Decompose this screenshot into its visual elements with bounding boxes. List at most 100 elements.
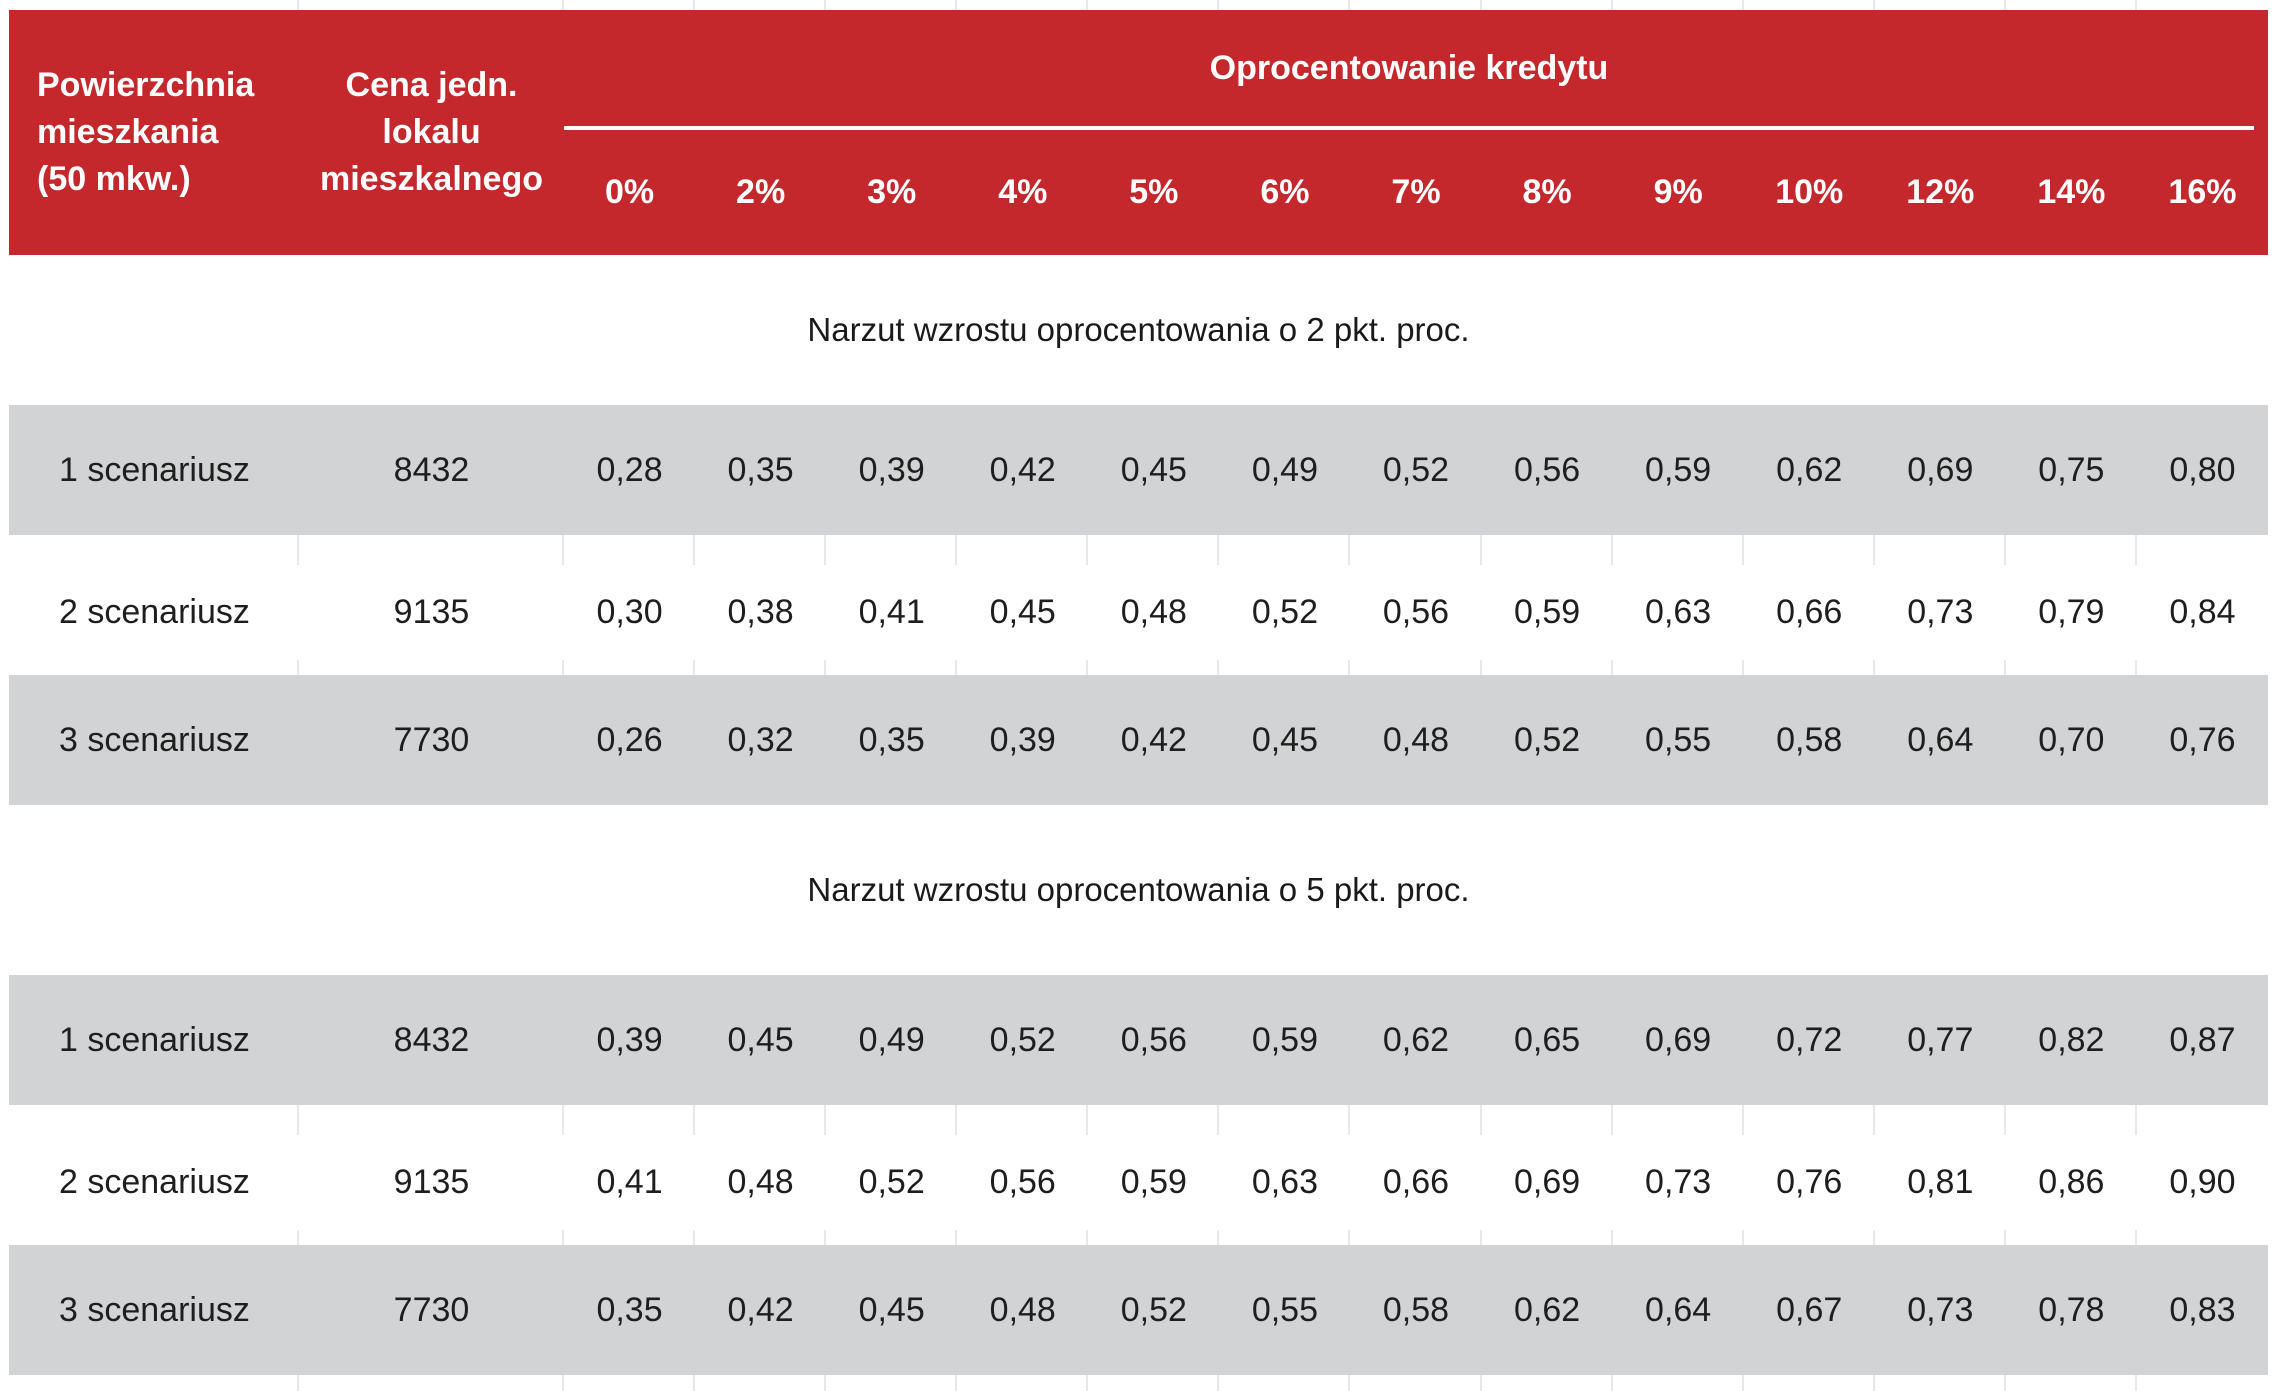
rate-value: 0,58 <box>1382 1290 1450 1329</box>
rate-column-header: 4% <box>998 173 1048 211</box>
gridline-tick <box>826 1375 958 1391</box>
table-row: 3 scenariusz 7730 0,35 0,42 0,45 0,48 0,52 0,55… <box>9 1245 2268 1375</box>
gridline-tick <box>1482 1230 1613 1245</box>
gridline-tick <box>2006 1375 2137 1391</box>
table-row: 2 scenariusz 9135 0,30 0,38 0,41 0,45 0,48 0,52… <box>9 565 2268 660</box>
gridline-tick <box>1219 535 1351 565</box>
rate-value: 0,41 <box>596 1163 663 1201</box>
gridline-tick <box>1613 1230 1744 1245</box>
gridline-tick <box>1875 1375 2006 1391</box>
rate-value: 0,66 <box>1776 593 1843 631</box>
section-title: Narzut wzrostu oprocentowania o 2 pkt. p… <box>807 311 1470 348</box>
gridline-tick <box>1350 1230 1482 1245</box>
rate-value: 0,28 <box>596 450 663 489</box>
gridline-tick <box>564 0 696 10</box>
rate-column-header: 12% <box>1906 173 1975 211</box>
header-rate-group: Oprocentowanie kredytu 0% 2% 3% 4% 5% 6% 7% 8% 9… <box>564 10 2268 255</box>
row-gap-gridline-strip <box>9 660 2268 675</box>
gridline-tick <box>695 0 827 10</box>
gridline-tick <box>1482 535 1613 565</box>
rate-value: 0,49 <box>1251 450 1318 489</box>
table-section: Narzut wzrostu oprocentowania o 5 pkt. p… <box>0 805 2277 1375</box>
gridline-tick <box>564 660 696 675</box>
table-row: 3 scenariusz 7730 0,26 0,32 0,35 0,39 0,42 0,45… <box>9 675 2268 805</box>
gridline-tick <box>299 1375 564 1391</box>
rate-value: 0,56 <box>1513 450 1581 489</box>
rate-value: 0,52 <box>1382 450 1450 489</box>
rate-value: 0,42 <box>727 1290 794 1329</box>
gridline-tick <box>1088 535 1220 565</box>
gridline-tick <box>1350 535 1482 565</box>
unit-price-value: 8432 <box>393 1020 470 1059</box>
table-sections: Narzut wzrostu oprocentowania o 2 pkt. p… <box>0 255 2277 1375</box>
rate-value: 0,52 <box>1120 1290 1187 1329</box>
gridline-tick <box>1744 0 1875 10</box>
gridline-tick <box>1875 1230 2006 1245</box>
rate-value: 0,79 <box>2038 593 2105 631</box>
rate-value: 0,77 <box>1907 1020 1974 1059</box>
header-apartment-area-label: Powierzchnia mieszkania (50 mkw.) <box>37 66 255 198</box>
gridline-tick <box>1744 1375 1875 1391</box>
gridline-tick <box>1219 660 1351 675</box>
gridline-tick <box>299 660 564 675</box>
gridline-tick <box>695 660 827 675</box>
rate-value: 0,73 <box>1907 1290 1974 1329</box>
gridline-tick <box>299 1230 564 1245</box>
rate-value: 0,83 <box>2169 1290 2236 1329</box>
rate-column-header: 9% <box>1653 173 1703 211</box>
unit-price-value: 8432 <box>393 450 470 489</box>
rate-value: 0,87 <box>2169 1020 2236 1059</box>
scenario-label: 1 scenariusz <box>59 450 250 489</box>
gridline-tick <box>1744 1230 1875 1245</box>
gridline-tick <box>957 1105 1089 1135</box>
rate-value: 0,26 <box>596 720 663 759</box>
gridline-tick <box>2006 1230 2137 1245</box>
gridline-tick <box>1613 1375 1744 1391</box>
unit-price-value: 9135 <box>393 593 470 631</box>
rate-column-headers: 0% 2% 3% 4% 5% 6% 7% 8% 9% 10% 12% 14% 16% <box>564 130 2268 255</box>
rate-value: 0,45 <box>858 1290 925 1329</box>
gridline-tick <box>1613 660 1744 675</box>
gridline-tick <box>2006 535 2137 565</box>
rate-value: 0,69 <box>1645 1020 1712 1059</box>
gridline-tick <box>2137 0 2268 10</box>
rate-value: 0,48 <box>1120 593 1187 631</box>
gridline-tick <box>1219 1105 1351 1135</box>
gridline-tick <box>1088 1105 1220 1135</box>
gridline-tick <box>957 0 1089 10</box>
rate-value: 0,73 <box>1645 1163 1712 1201</box>
rate-value: 0,56 <box>1120 1020 1187 1059</box>
gridline-tick <box>9 1230 299 1245</box>
rate-value: 0,48 <box>1382 720 1450 759</box>
gridline-tick <box>1088 1375 1220 1391</box>
rate-column-header: 6% <box>1260 173 1310 211</box>
rate-value: 0,52 <box>989 1020 1056 1059</box>
gridline-tick <box>1482 660 1613 675</box>
rate-value: 0,69 <box>1513 1163 1581 1201</box>
rate-value: 0,59 <box>1251 1020 1318 1059</box>
rate-value: 0,35 <box>727 450 794 489</box>
unit-price-value: 7730 <box>393 720 470 759</box>
rate-value: 0,63 <box>1645 593 1712 631</box>
gridline-tick <box>1088 1230 1220 1245</box>
rate-value: 0,70 <box>2038 720 2105 759</box>
rate-column-header: 0% <box>604 173 655 211</box>
rate-value: 0,59 <box>1120 1163 1187 1201</box>
rate-value: 0,49 <box>858 1020 925 1059</box>
rate-value: 0,65 <box>1513 1020 1581 1059</box>
gridline-tick <box>957 1375 1089 1391</box>
rate-value: 0,35 <box>858 720 925 759</box>
gridline-tick <box>957 535 1089 565</box>
gridline-tick <box>826 1105 958 1135</box>
gridline-tick <box>1875 1105 2006 1135</box>
scenario-label: 2 scenariusz <box>59 593 250 631</box>
table-header: Powierzchnia mieszkania (50 mkw.) Cena j… <box>9 10 2268 255</box>
gridline-tick <box>1482 0 1613 10</box>
gridline-tick <box>9 535 299 565</box>
gridline-tick <box>2006 1105 2137 1135</box>
rate-value: 0,72 <box>1776 1020 1843 1059</box>
rate-value: 0,39 <box>596 1020 663 1059</box>
scenario-label: 2 scenariusz <box>59 1163 250 1201</box>
rate-value: 0,45 <box>1251 720 1318 759</box>
